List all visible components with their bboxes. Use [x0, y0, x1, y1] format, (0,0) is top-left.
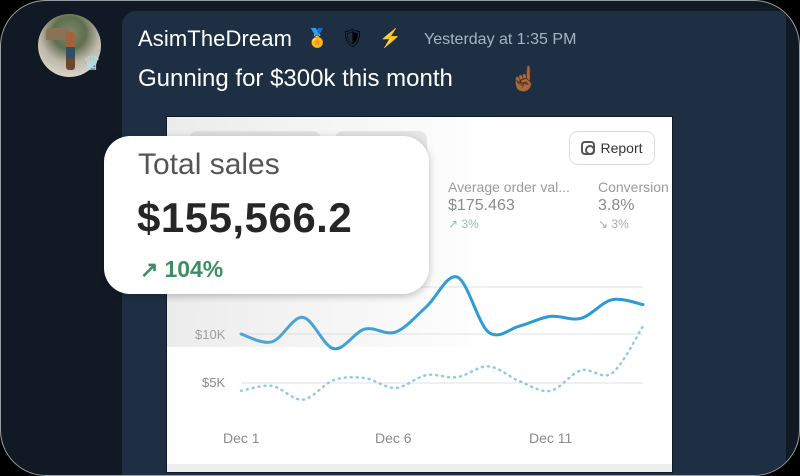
card-bottom-strip	[167, 464, 672, 472]
metric-label: Average order val...	[448, 179, 570, 195]
report-icon	[581, 141, 596, 155]
metric-average-order-value: Average order val... $175.463 ↗ 3%	[448, 179, 570, 231]
previous-period-line	[239, 324, 645, 401]
metric-value: $175.463	[448, 197, 515, 214]
pointing-up-emoji-icon: ☝🏾	[509, 66, 539, 93]
metric-delta: ↗ 3%	[448, 217, 479, 231]
x-tick-label: Dec 6	[375, 430, 412, 446]
report-label: Report	[600, 140, 643, 156]
metric-conversion: Conversion 3.8% ↘ 3%	[598, 179, 669, 231]
medal-icon: 🏅	[306, 28, 329, 48]
callout-value: $155,566.2	[137, 194, 353, 241]
shield-icon: 🛡	[341, 28, 364, 48]
metric-delta: ↘ 3%	[598, 217, 629, 231]
report-button[interactable]: Report	[569, 131, 655, 165]
callout-title: Total sales	[138, 148, 280, 181]
avatar-background	[46, 28, 70, 40]
y-tick-label: $10K	[195, 327, 226, 342]
x-tick-label: Dec 1	[223, 430, 260, 446]
lightning-icon: ⚡	[379, 28, 402, 48]
metric-label: Conversion	[598, 179, 669, 195]
y-tick-label: $5K	[202, 375, 226, 390]
avatar-person	[66, 32, 75, 70]
username[interactable]: AsimTheDream	[138, 26, 293, 51]
timestamp: Yesterday at 1:35 PM	[424, 31, 577, 48]
arrow-up-right-icon: ↗	[140, 256, 159, 282]
message-text: Gunning for $300k this month	[138, 65, 453, 92]
avatar[interactable]	[38, 14, 101, 77]
callout-delta-value: 104%	[164, 256, 224, 282]
x-tick-label: Dec 11	[529, 430, 573, 446]
sales-line-chart: $10K $5K Dec 1 Dec 6 Dec 11	[167, 117, 672, 472]
crown-icon: ♛	[83, 53, 101, 75]
current-period-line	[239, 275, 645, 351]
total-sales-callout: Total sales $155,566.2 ↗ 104%	[104, 136, 429, 294]
metric-value: 3.8%	[598, 197, 635, 214]
callout-delta: ↗ 104%	[140, 256, 223, 283]
